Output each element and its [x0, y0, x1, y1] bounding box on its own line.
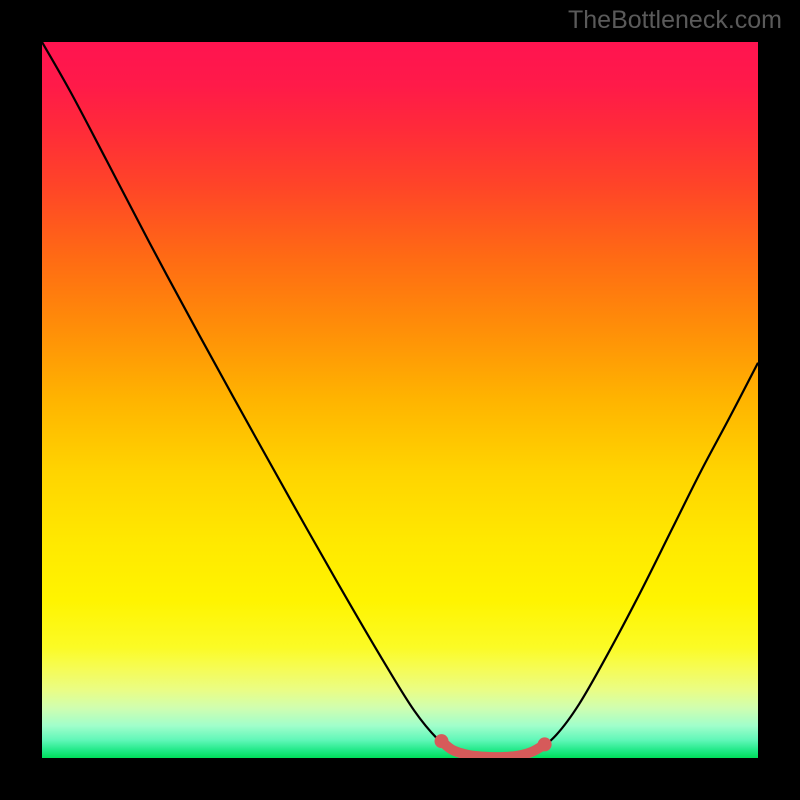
plot-background — [42, 42, 758, 758]
watermark-text: TheBottleneck.com — [568, 6, 782, 35]
highlight-endpoint-left — [435, 734, 449, 748]
chart-frame: TheBottleneck.com — [0, 0, 800, 800]
highlight-endpoint-right — [538, 737, 552, 751]
bottleneck-chart-svg — [0, 0, 800, 800]
